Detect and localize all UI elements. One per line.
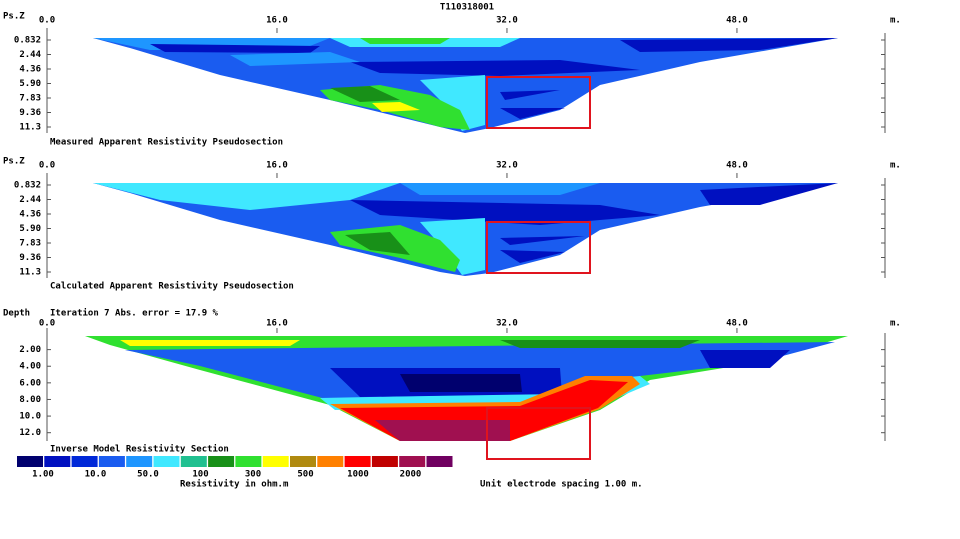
x-tick-label: 0.0 [39,161,55,171]
x-tick-label: 32.0 [496,16,518,26]
y-axis-label: Depth [3,309,30,319]
inverse-contours [85,336,848,460]
legend-swatch [17,456,43,467]
y-axis-label: Ps.Z [3,157,25,167]
x-tick-label: 32.0 [496,161,518,171]
y-tick-label: 11.3 [19,123,41,133]
legend-swatch [208,456,235,467]
legend-label: 50.0 [137,470,159,480]
y-tick-label: 4.36 [19,210,41,220]
x-tick-label: 16.0 [266,16,288,26]
x-tick-label: 0.0 [39,16,55,26]
y-tick-label: 10.0 [19,412,41,422]
y-tick-label: 0.832 [14,36,41,46]
subtitle: Iteration 7 Abs. error = 17.9 % [50,308,219,319]
y-tick-label: 12.0 [19,428,41,438]
note: Unit electrode spacing 1.00 m. [480,479,643,490]
legend-label: 10.0 [85,470,107,480]
y-tick-label: 11.3 [19,268,41,278]
legend-swatch [290,456,316,467]
y-tick-label: 4.36 [19,65,41,75]
legend-swatch [98,456,125,467]
y-tick-label: 5.90 [19,79,41,89]
y-tick-label: 0.832 [14,181,41,191]
legend-label: 1.00 [32,470,54,480]
x-tick-label: 48.0 [726,161,748,171]
x-unit: m. [890,161,901,171]
x-tick-label: 0.0 [39,319,55,329]
x-tick-label: 48.0 [726,16,748,26]
title: T110318001 [440,3,494,13]
legend-swatch [126,456,153,467]
y-axis-label: Ps.Z [3,12,25,22]
legend-swatch [44,456,71,467]
x-tick-label: 32.0 [496,319,518,329]
measured-contours [93,38,838,133]
x-tick-label: 48.0 [726,319,748,329]
legend-swatch [153,456,180,467]
y-tick-label: 2.00 [19,345,41,355]
y-tick-label: 8.00 [19,395,41,405]
y-tick-label: 2.44 [19,195,41,205]
y-tick-label: 5.90 [19,224,41,234]
y-tick-label: 2.44 [19,50,41,60]
legend-swatch [426,456,453,467]
legend-swatch [317,456,344,467]
legend-swatch [262,456,289,467]
legend-swatch [235,456,262,467]
y-tick-label: 9.36 [19,253,41,263]
y-tick-label: 7.83 [19,239,41,249]
x-unit: m. [890,319,901,329]
legend-label: 1000 [347,470,369,480]
caption: Measured Apparent Resistivity Pseudosect… [50,137,283,148]
y-tick-label: 6.00 [19,378,41,388]
y-tick-label: 9.36 [19,108,41,118]
y-tick-label: 4.00 [19,362,41,372]
x-tick-label: 16.0 [266,319,288,329]
legend-swatch [344,456,371,467]
legend-swatch [371,456,398,467]
x-unit: m. [890,16,901,26]
legend-label: 300 [245,470,261,480]
calculated-contours [93,183,838,276]
caption: Inverse Model Resistivity Section [50,444,229,455]
y-tick-label: 7.83 [19,94,41,104]
legend-label: 100 [192,470,208,480]
x-tick-label: 16.0 [266,161,288,171]
caption: Calculated Apparent Resistivity Pseudose… [50,281,294,292]
legend-title: Resistivity in ohm.m [180,479,289,490]
legend-swatch [180,456,207,467]
legend-swatch [399,456,426,467]
legend-label: 500 [297,470,313,480]
legend-swatch [71,456,98,467]
legend-label: 2000 [400,470,422,480]
